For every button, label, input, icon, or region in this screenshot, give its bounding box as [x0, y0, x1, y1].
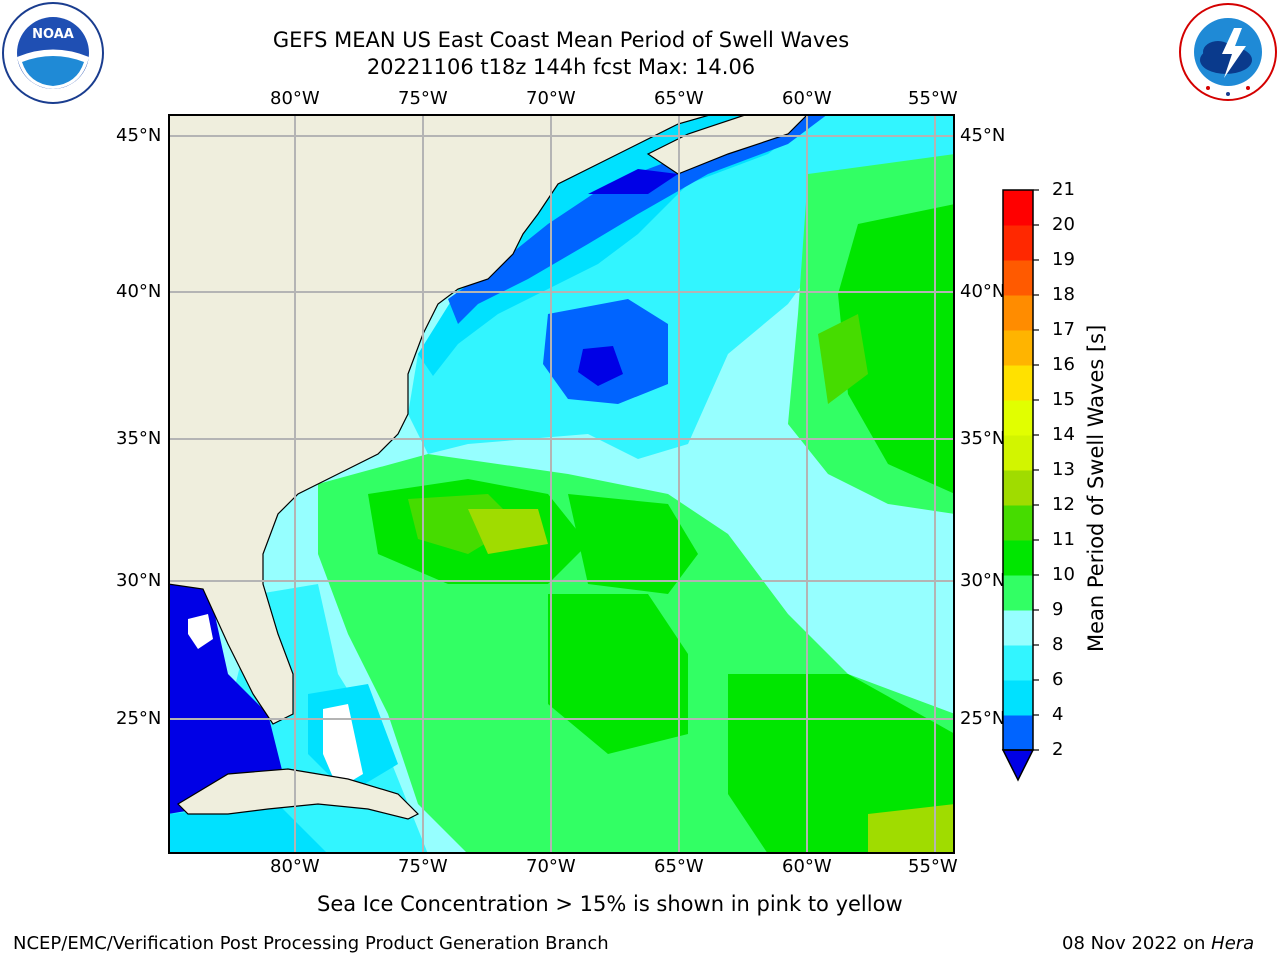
chart-title: GEFS MEAN US East Coast Mean Period of S… [272, 28, 850, 52]
lon-label-bottom-4: 65°W [654, 856, 704, 877]
colorbar-tick-label: 16 [1052, 354, 1075, 375]
colorbar-tick-label: 9 [1052, 599, 1064, 620]
lat-label-right-4: 30°N [960, 570, 1006, 591]
land-north-america [168, 114, 714, 725]
lat-label-right-2: 40°N [960, 281, 1006, 302]
colorbar-segment [1003, 645, 1033, 681]
colorbar-tick-label: 4 [1052, 704, 1064, 725]
sea-ice-note: Sea Ice Concentration > 15% is shown in … [317, 892, 903, 916]
colorbar-tick-label: 11 [1052, 529, 1075, 550]
lon-label-top-3: 70°W [526, 88, 576, 109]
host-text: Hera [1211, 933, 1255, 954]
colorbar-segment [1003, 225, 1033, 261]
lat-label-right-5: 25°N [960, 708, 1006, 729]
colorbar-tick-label: 14 [1052, 424, 1075, 445]
lon-label-top-5: 60°W [782, 88, 832, 109]
lat-label-left-4: 30°N [116, 570, 162, 591]
colorbar-segment [1003, 680, 1033, 716]
colorbar-tick-label: 8 [1052, 634, 1064, 655]
colorbar-title: Mean Period of Swell Waves [s] [1084, 324, 1108, 652]
colorbar-labels: 2 4 6 8 9 10 11 12 13 14 15 16 17 18 19 20 21 [1052, 0, 1092, 960]
lat-label-right-1: 45°N [960, 125, 1006, 146]
colorbar-segment [1003, 330, 1033, 366]
lon-label-top-6: 55°W [908, 88, 958, 109]
lat-label-left-5: 25°N [116, 708, 162, 729]
lon-label-top-1: 80°W [270, 88, 320, 109]
colorbar-tick-label: 6 [1052, 669, 1064, 690]
lon-label-bottom-2: 75°W [398, 856, 448, 877]
noaa-logo-text: NOAA [32, 27, 74, 42]
map-frame [168, 114, 955, 854]
colorbar-segment [1003, 610, 1033, 646]
nws-logo-icon [1179, 3, 1277, 101]
map-grid [168, 114, 955, 854]
colorbar-segment [1003, 295, 1033, 331]
colorbar-tick-label: 2 [1052, 739, 1064, 760]
lat-label-left-1: 45°N [116, 125, 162, 146]
colorbar-segment [1003, 505, 1033, 541]
colorbar-tick-label: 18 [1052, 284, 1075, 305]
land-nova-scotia [646, 114, 809, 175]
colorbar [1001, 189, 1039, 782]
colorbar-segment [1003, 470, 1033, 506]
lon-label-bottom-3: 70°W [526, 856, 576, 877]
colorbar-tick-label: 13 [1052, 459, 1075, 480]
date-stamp: 08 Nov 2022 on Hera [1062, 933, 1254, 955]
colorbar-tick-label: 20 [1052, 214, 1075, 235]
lat-label-left-2: 40°N [116, 281, 162, 302]
lon-label-top-2: 75°W [398, 88, 448, 109]
colorbar-tick-label: 17 [1052, 319, 1075, 340]
colorbar-under-arrow [1001, 749, 1035, 782]
credit-text: NCEP/EMC/Verification Post Processing Pr… [13, 933, 609, 954]
colorbar-tick-label: 21 [1052, 179, 1075, 200]
colorbar-tick-label: 12 [1052, 494, 1075, 515]
noaa-logo-icon: NOAA [2, 2, 104, 104]
lon-label-bottom-1: 80°W [270, 856, 320, 877]
colorbar-segment [1003, 540, 1033, 576]
colorbar-segment [1003, 715, 1033, 751]
colorbar-segment [1003, 435, 1033, 471]
date-text: 08 Nov 2022 on [1062, 933, 1206, 954]
colorbar-tick-label: 15 [1052, 389, 1075, 410]
colorbar-tick-label: 10 [1052, 564, 1075, 585]
swell-period-map [168, 114, 955, 854]
lon-label-bottom-5: 60°W [782, 856, 832, 877]
colorbar-tick-label: 19 [1052, 249, 1075, 270]
colorbar-segment [1003, 365, 1033, 401]
colorbar-segment [1003, 575, 1033, 611]
lon-label-bottom-6: 55°W [908, 856, 958, 877]
colorbar-segment [1003, 260, 1033, 296]
lat-label-right-3: 35°N [960, 428, 1006, 449]
land-cuba [177, 768, 420, 820]
chart-subtitle: 20221106 t18z 144h fcst Max: 14.06 [366, 55, 756, 79]
lon-label-top-4: 65°W [654, 88, 704, 109]
colorbar-segment [1003, 190, 1033, 226]
colorbar-segment [1003, 400, 1033, 436]
lat-label-left-3: 35°N [116, 428, 162, 449]
